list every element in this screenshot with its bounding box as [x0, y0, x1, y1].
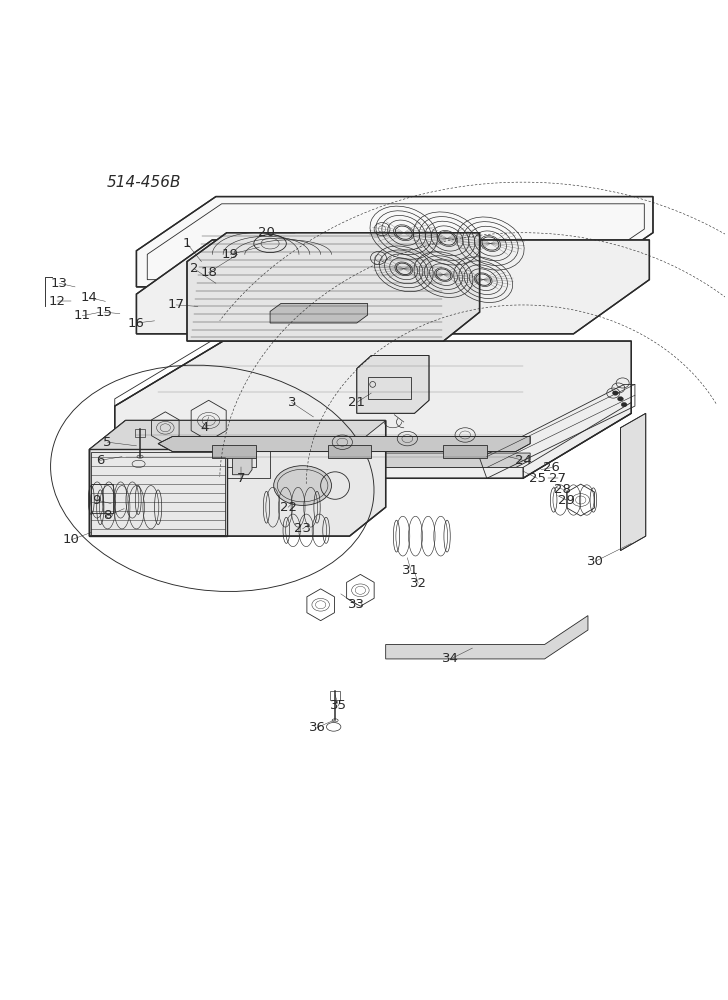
- Text: 25: 25: [529, 472, 546, 485]
- Text: 15: 15: [95, 306, 112, 319]
- Text: 31: 31: [403, 564, 419, 577]
- Polygon shape: [136, 197, 653, 287]
- Polygon shape: [232, 451, 252, 475]
- Text: 4: 4: [201, 421, 209, 434]
- Bar: [368, 377, 411, 399]
- Bar: [135, 429, 145, 437]
- Ellipse shape: [617, 397, 623, 401]
- Text: 18: 18: [200, 266, 217, 279]
- Text: 20: 20: [258, 226, 275, 239]
- Text: 16: 16: [128, 317, 145, 330]
- Text: 514-456B: 514-456B: [106, 175, 181, 190]
- Polygon shape: [357, 356, 429, 413]
- Text: 35: 35: [331, 699, 347, 712]
- Text: 14: 14: [81, 291, 98, 304]
- Polygon shape: [620, 413, 646, 551]
- Text: 11: 11: [74, 309, 91, 322]
- Text: 30: 30: [587, 555, 604, 568]
- Bar: [91, 484, 113, 513]
- Text: 5: 5: [103, 436, 112, 449]
- Text: 21: 21: [348, 396, 365, 409]
- Text: 17: 17: [167, 298, 185, 311]
- Bar: [328, 445, 371, 458]
- Text: 27: 27: [549, 472, 566, 485]
- Text: 8: 8: [103, 509, 111, 522]
- Text: 2: 2: [190, 262, 199, 275]
- Bar: [443, 445, 487, 458]
- Text: 22: 22: [280, 501, 296, 514]
- Text: 32: 32: [410, 577, 427, 590]
- Polygon shape: [90, 421, 386, 536]
- Polygon shape: [90, 421, 386, 449]
- Ellipse shape: [274, 466, 331, 505]
- Ellipse shape: [612, 391, 618, 395]
- Text: 34: 34: [442, 652, 459, 665]
- Text: 19: 19: [222, 248, 239, 261]
- Text: 7: 7: [237, 472, 245, 485]
- Polygon shape: [187, 233, 480, 341]
- Text: 26: 26: [543, 461, 561, 474]
- Text: 13: 13: [51, 277, 68, 290]
- Polygon shape: [169, 453, 530, 467]
- Bar: [91, 452, 225, 535]
- Polygon shape: [270, 303, 368, 323]
- Polygon shape: [158, 436, 530, 452]
- Text: 29: 29: [558, 494, 574, 507]
- Text: 6: 6: [96, 454, 105, 467]
- Ellipse shape: [621, 402, 627, 407]
- Polygon shape: [136, 240, 649, 334]
- Text: 3: 3: [288, 396, 296, 409]
- Text: 28: 28: [554, 483, 571, 496]
- Text: 36: 36: [309, 721, 325, 734]
- Text: 23: 23: [294, 522, 311, 535]
- Text: 33: 33: [348, 598, 365, 611]
- Bar: [330, 691, 340, 700]
- Bar: [213, 445, 256, 458]
- Text: 9: 9: [92, 494, 101, 507]
- Text: 12: 12: [49, 295, 66, 308]
- Text: 10: 10: [63, 533, 80, 546]
- Text: 1: 1: [183, 237, 191, 250]
- Polygon shape: [115, 341, 631, 478]
- Polygon shape: [386, 616, 588, 659]
- Text: 24: 24: [515, 454, 531, 467]
